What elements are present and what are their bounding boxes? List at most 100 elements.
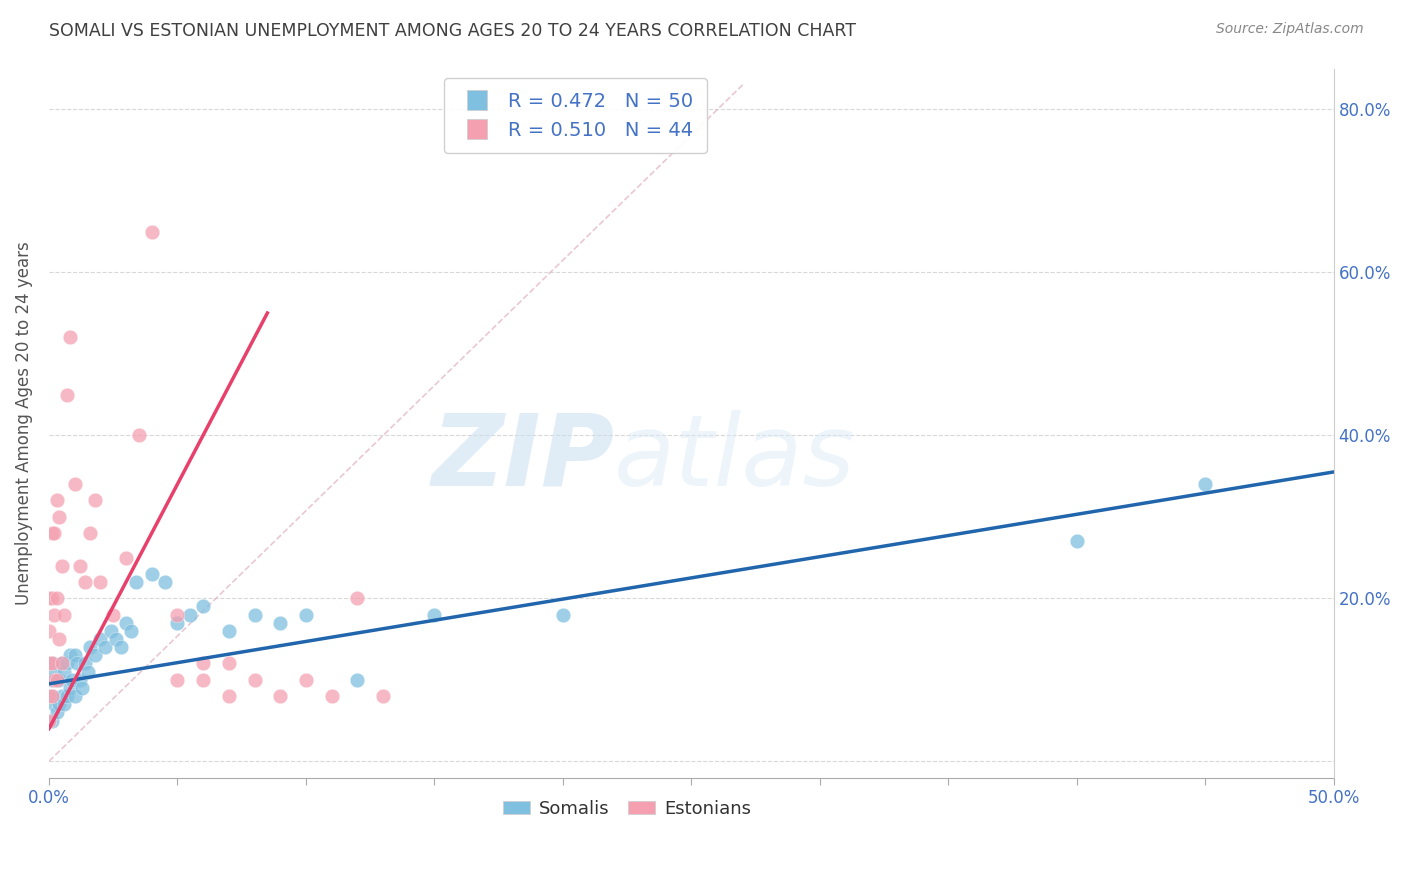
Point bbox=[243, 607, 266, 622]
Point bbox=[166, 673, 188, 687]
Point bbox=[103, 607, 125, 622]
Point bbox=[89, 574, 111, 589]
Point bbox=[58, 681, 80, 695]
Point bbox=[58, 648, 80, 663]
Point bbox=[76, 665, 98, 679]
Point bbox=[38, 689, 60, 703]
Point bbox=[84, 493, 107, 508]
Point bbox=[51, 558, 73, 573]
Point bbox=[60, 673, 83, 687]
Point bbox=[41, 714, 63, 728]
Point bbox=[125, 574, 148, 589]
Point bbox=[551, 607, 574, 622]
Point bbox=[346, 591, 368, 606]
Point bbox=[51, 657, 73, 671]
Point bbox=[321, 689, 343, 703]
Point bbox=[41, 689, 63, 703]
Point bbox=[218, 657, 240, 671]
Point bbox=[423, 607, 446, 622]
Point bbox=[41, 673, 63, 687]
Point bbox=[243, 673, 266, 687]
Point bbox=[69, 673, 91, 687]
Point bbox=[53, 665, 76, 679]
Point bbox=[58, 330, 80, 344]
Point bbox=[295, 607, 318, 622]
Point bbox=[53, 607, 76, 622]
Point bbox=[191, 673, 214, 687]
Point bbox=[45, 493, 67, 508]
Point bbox=[48, 673, 70, 687]
Point bbox=[63, 689, 86, 703]
Point bbox=[371, 689, 394, 703]
Point bbox=[51, 657, 73, 671]
Point bbox=[104, 632, 127, 646]
Point bbox=[41, 591, 63, 606]
Text: atlas: atlas bbox=[614, 410, 856, 507]
Point bbox=[191, 657, 214, 671]
Point bbox=[48, 697, 70, 711]
Text: ZIP: ZIP bbox=[432, 410, 614, 507]
Point bbox=[41, 526, 63, 541]
Point bbox=[45, 591, 67, 606]
Point bbox=[89, 632, 111, 646]
Point bbox=[48, 509, 70, 524]
Legend: Somalis, Estonians: Somalis, Estonians bbox=[496, 793, 758, 825]
Point bbox=[41, 657, 63, 671]
Point bbox=[56, 657, 79, 671]
Point bbox=[53, 697, 76, 711]
Point bbox=[41, 689, 63, 703]
Point bbox=[73, 574, 96, 589]
Point bbox=[42, 697, 65, 711]
Point bbox=[141, 225, 163, 239]
Point bbox=[42, 607, 65, 622]
Point bbox=[66, 657, 89, 671]
Point bbox=[48, 632, 70, 646]
Point bbox=[84, 648, 107, 663]
Point bbox=[1066, 534, 1088, 549]
Point bbox=[218, 624, 240, 638]
Point bbox=[295, 673, 318, 687]
Point bbox=[110, 640, 132, 655]
Point bbox=[141, 566, 163, 581]
Point bbox=[218, 689, 240, 703]
Point bbox=[166, 607, 188, 622]
Point bbox=[63, 477, 86, 491]
Point bbox=[42, 673, 65, 687]
Point bbox=[69, 558, 91, 573]
Point bbox=[42, 665, 65, 679]
Point bbox=[269, 615, 291, 630]
Point bbox=[38, 714, 60, 728]
Point bbox=[153, 574, 176, 589]
Point bbox=[63, 648, 86, 663]
Point bbox=[166, 615, 188, 630]
Point bbox=[45, 706, 67, 720]
Y-axis label: Unemployment Among Ages 20 to 24 years: Unemployment Among Ages 20 to 24 years bbox=[15, 241, 32, 605]
Point bbox=[346, 673, 368, 687]
Point bbox=[38, 657, 60, 671]
Point bbox=[79, 526, 101, 541]
Text: SOMALI VS ESTONIAN UNEMPLOYMENT AMONG AGES 20 TO 24 YEARS CORRELATION CHART: SOMALI VS ESTONIAN UNEMPLOYMENT AMONG AG… bbox=[49, 22, 856, 40]
Point bbox=[128, 428, 150, 442]
Point bbox=[1194, 477, 1216, 491]
Point bbox=[38, 624, 60, 638]
Point bbox=[51, 689, 73, 703]
Text: Source: ZipAtlas.com: Source: ZipAtlas.com bbox=[1216, 22, 1364, 37]
Point bbox=[45, 673, 67, 687]
Point bbox=[179, 607, 201, 622]
Point bbox=[56, 689, 79, 703]
Point bbox=[115, 615, 138, 630]
Point bbox=[79, 640, 101, 655]
Point bbox=[100, 624, 122, 638]
Point bbox=[94, 640, 117, 655]
Point bbox=[72, 681, 94, 695]
Point bbox=[38, 591, 60, 606]
Point bbox=[115, 550, 138, 565]
Point bbox=[120, 624, 142, 638]
Point bbox=[45, 673, 67, 687]
Point bbox=[269, 689, 291, 703]
Point bbox=[41, 657, 63, 671]
Point bbox=[56, 387, 79, 401]
Point bbox=[42, 526, 65, 541]
Point bbox=[73, 657, 96, 671]
Point bbox=[191, 599, 214, 614]
